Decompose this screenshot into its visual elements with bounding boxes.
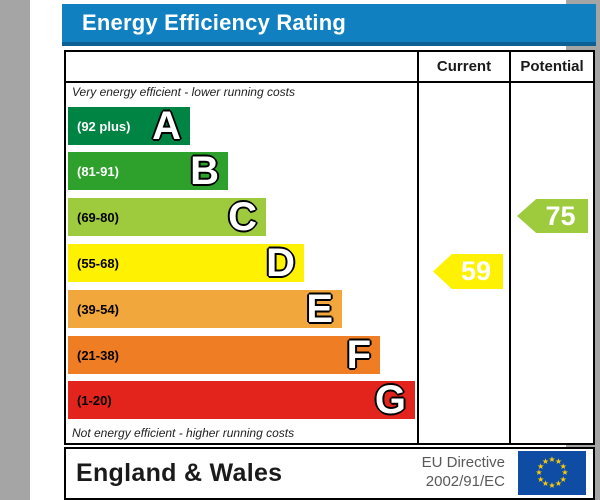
band-range-label: (81-91) <box>77 163 119 179</box>
eu-star-icon: ★ <box>554 479 563 489</box>
eu-star-icon: ★ <box>561 468 569 477</box>
header-row-divider <box>66 81 593 83</box>
band-row-g: (1-20) G <box>68 378 415 422</box>
eu-star-icon: ★ <box>548 481 556 490</box>
potential-rating-value: 75 <box>545 200 576 231</box>
eu-star-icon: ★ <box>559 461 567 471</box>
band-letter: G <box>374 378 406 422</box>
band-row-c: (69-80) C <box>68 195 266 239</box>
band-row-e: (39-54) E <box>68 287 342 331</box>
potential-column-header: Potential <box>520 58 584 75</box>
band-range-label: (39-54) <box>77 301 119 317</box>
eu-flag-icon: ★ ★ ★ ★ ★ ★ ★ ★ ★ ★ ★ ★ <box>518 451 586 495</box>
rating-chart: Current Potential Very energy efficient … <box>64 50 595 445</box>
eu-directive-line1: EU Directive <box>421 454 505 471</box>
eu-directive-line2: 2002/91/EC <box>425 473 505 490</box>
eu-star-icon: ★ <box>554 456 563 466</box>
column-divider <box>509 52 511 443</box>
title-bar: Energy Efficiency Rating <box>62 4 596 46</box>
eu-star-icon: ★ <box>559 474 567 484</box>
band-letter: B <box>190 149 219 193</box>
band-row-b: (81-91) B <box>68 149 228 193</box>
top-caption: Very energy efficient - lower running co… <box>72 85 295 99</box>
band-range-label: (55-68) <box>77 255 119 271</box>
column-divider <box>417 52 419 443</box>
region-label: England & Wales <box>76 459 283 487</box>
band-letter: C <box>228 195 257 239</box>
footer: England & Wales EU Directive 2002/91/EC … <box>64 447 595 500</box>
band-row-d: (55-68) D <box>68 241 304 285</box>
page-title: Energy Efficiency Rating <box>82 10 346 35</box>
band-letter: D <box>266 241 295 285</box>
bottom-caption: Not energy efficient - higher running co… <box>72 426 295 440</box>
current-column-header: Current <box>436 58 492 75</box>
current-rating-value: 59 <box>460 256 492 286</box>
eu-star-icon: ★ <box>537 474 545 484</box>
potential-rating-arrow: 75 <box>517 199 588 233</box>
band-letter: A <box>152 104 181 148</box>
eu-star-icon: ★ <box>541 479 550 489</box>
band-range-label: (92 plus) <box>77 118 131 134</box>
eu-star-icon: ★ <box>535 468 543 477</box>
current-rating-arrow: 59 <box>433 254 503 289</box>
band-range-label: (21-38) <box>77 347 119 363</box>
band-range-label: (1-20) <box>77 392 112 408</box>
eu-directive-label: EU Directive 2002/91/EC <box>422 453 505 491</box>
content-panel: Energy Efficiency Rating Current Potenti… <box>30 0 596 500</box>
band-range-label: (69-80) <box>77 209 119 225</box>
eu-star-icon: ★ <box>541 456 550 466</box>
band-letter: E <box>306 287 333 331</box>
band-letter: F <box>346 333 371 377</box>
band-row-a: (92 plus) A <box>68 104 190 148</box>
band-row-f: (21-38) F <box>68 333 380 377</box>
eu-star-icon: ★ <box>548 455 556 464</box>
eu-star-icon: ★ <box>537 461 545 471</box>
